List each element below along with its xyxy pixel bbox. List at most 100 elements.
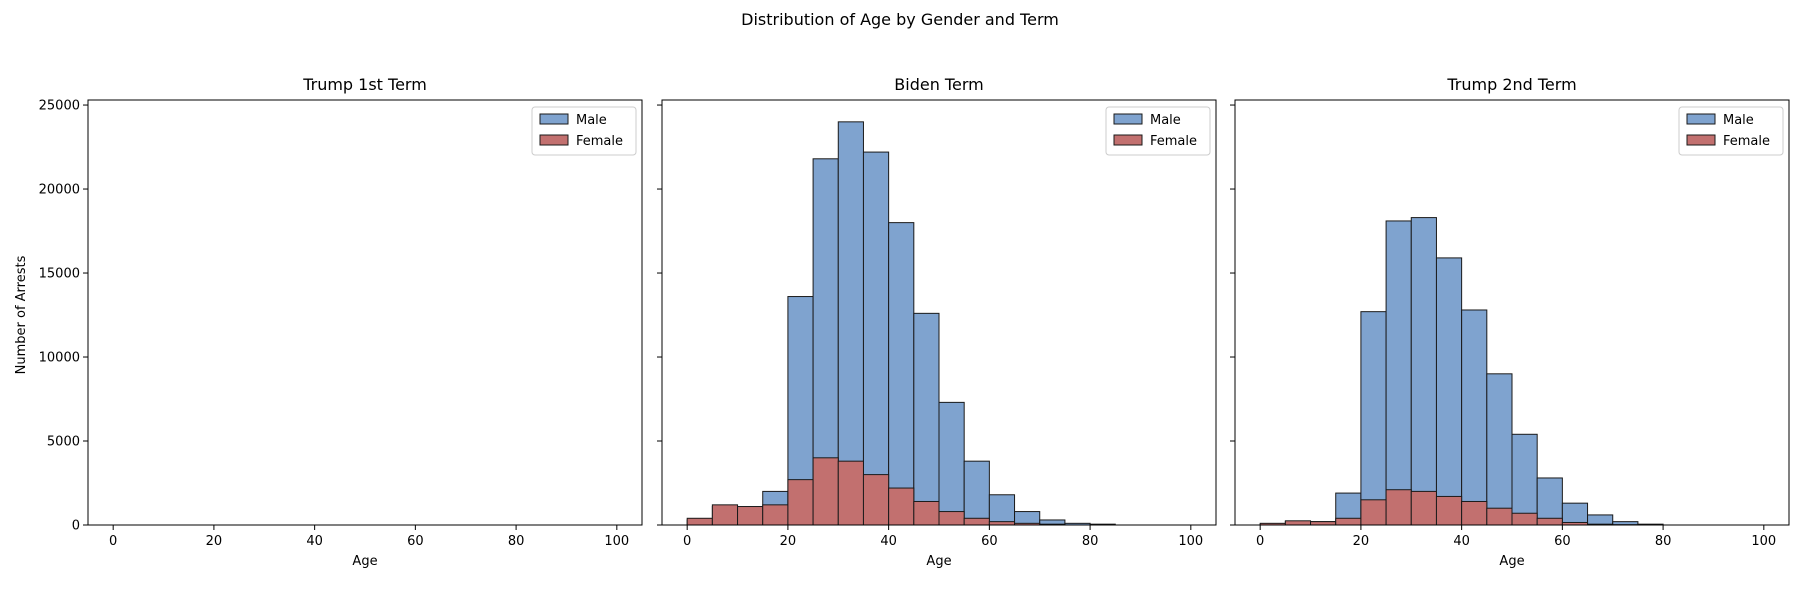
x-tick-label: 40 [1453, 534, 1470, 549]
y-tick-label: 0 [72, 519, 80, 534]
female-bar [686, 517, 713, 526]
series-male [686, 121, 1116, 526]
x-tick-label: 60 [981, 534, 998, 549]
x-axis-label: Age [352, 554, 377, 569]
male-bar [1435, 257, 1463, 526]
legend-swatch-male [1686, 113, 1716, 125]
female-bar [1310, 521, 1337, 526]
y-axis-label: Number of Arrests [14, 255, 29, 374]
legend-swatch-female [539, 134, 569, 146]
male-bar [837, 121, 864, 526]
female-bar [888, 487, 915, 526]
x-tick-label: 80 [1082, 534, 1099, 549]
series-female [686, 457, 1066, 526]
legend-label-male: Male [1150, 113, 1181, 128]
male-bar [1511, 433, 1538, 526]
y-tick-label: 15000 [39, 267, 80, 282]
legend-label-male: Male [576, 113, 607, 128]
female-bar [963, 517, 990, 526]
female-bar [938, 511, 965, 526]
x-tick-label: 0 [683, 534, 691, 549]
legend-swatch-male [539, 113, 569, 125]
legend-swatch-male [1113, 113, 1143, 125]
x-tick-label: 20 [780, 534, 797, 549]
x-tick-label: 0 [1256, 534, 1264, 549]
male-bar [888, 222, 915, 526]
legend-swatch-female [1113, 134, 1143, 146]
female-bar [737, 506, 764, 526]
x-tick-label: 80 [1655, 534, 1672, 549]
female-bar [812, 457, 839, 526]
axes-frame [87, 99, 643, 526]
female-bar [711, 504, 739, 526]
y-tick-label: 5000 [47, 435, 80, 450]
y-tick-label: 20000 [39, 183, 80, 198]
panel-3: Trump 2nd Term 0 20 40 60 80 100 Age Male Female [1230, 75, 1790, 569]
legend-label-female: Female [1723, 134, 1770, 149]
male-bar [862, 151, 890, 526]
male-bar [1410, 217, 1437, 526]
male-bar [988, 494, 1016, 526]
x-tick-label: 80 [508, 534, 525, 549]
legend: Male Female [531, 106, 637, 156]
male-bar [1536, 477, 1563, 526]
x-tick-label: 40 [306, 534, 323, 549]
female-bar [862, 474, 890, 526]
female-bar [913, 500, 940, 526]
x-tick-label: 40 [880, 534, 897, 549]
figure-title: Distribution of Age by Gender and Term [741, 10, 1059, 29]
x-axis-label: Age [926, 554, 951, 569]
female-bar [1486, 507, 1513, 526]
female-bar [1461, 500, 1488, 526]
female-bar [1385, 489, 1412, 526]
male-bar [963, 460, 990, 526]
legend: Male Female [1105, 106, 1211, 156]
female-bar [1284, 520, 1312, 526]
x-tick-label: 100 [1751, 534, 1776, 549]
legend-label-male: Male [1723, 113, 1754, 128]
female-bar [762, 504, 789, 526]
panel-1: Trump 1st Term 0 20 40 60 80 100 Age 0 5000 10000 1… [39, 75, 643, 569]
legend-label-female: Female [1150, 134, 1197, 149]
x-tick-label: 20 [206, 534, 223, 549]
panel-title: Biden Term [894, 75, 983, 94]
male-bar [1385, 220, 1412, 526]
panel-title: Trump 2nd Term [1446, 75, 1576, 94]
male-bar [1561, 502, 1589, 526]
female-bar [1536, 517, 1563, 526]
male-bar [1587, 514, 1614, 526]
panel-2: Biden Term 0 20 40 60 80 100 Age Male Female [657, 75, 1217, 569]
female-bar [837, 460, 864, 526]
x-tick-label: 60 [1554, 534, 1571, 549]
series-male [1259, 217, 1664, 526]
male-bar [1486, 373, 1513, 526]
legend-label-female: Female [576, 134, 623, 149]
y-tick-label: 10000 [39, 351, 80, 366]
axes-frame [661, 99, 1217, 526]
male-bar [938, 401, 965, 526]
legend-swatch-female [1686, 134, 1716, 146]
x-tick-label: 0 [109, 534, 117, 549]
x-axis-label: Age [1499, 554, 1524, 569]
female-bar [1410, 490, 1437, 526]
panel-title: Trump 1st Term [302, 75, 427, 94]
female-bar [1335, 517, 1362, 526]
female-bar [1511, 512, 1538, 526]
female-bar [1435, 495, 1463, 526]
y-tick-label: 25000 [39, 99, 80, 114]
male-bar [913, 312, 940, 526]
female-bar [1360, 499, 1387, 526]
x-tick-label: 20 [1353, 534, 1370, 549]
series-female [1259, 489, 1639, 526]
x-tick-label: 100 [604, 534, 629, 549]
male-bar [1461, 309, 1488, 526]
x-tick-label: 100 [1178, 534, 1203, 549]
male-bar [1360, 311, 1387, 526]
x-tick-label: 60 [407, 534, 424, 549]
female-bar [787, 479, 814, 526]
axes-frame [1234, 99, 1790, 526]
female-bar [988, 521, 1016, 526]
legend: Male Female [1678, 106, 1784, 156]
